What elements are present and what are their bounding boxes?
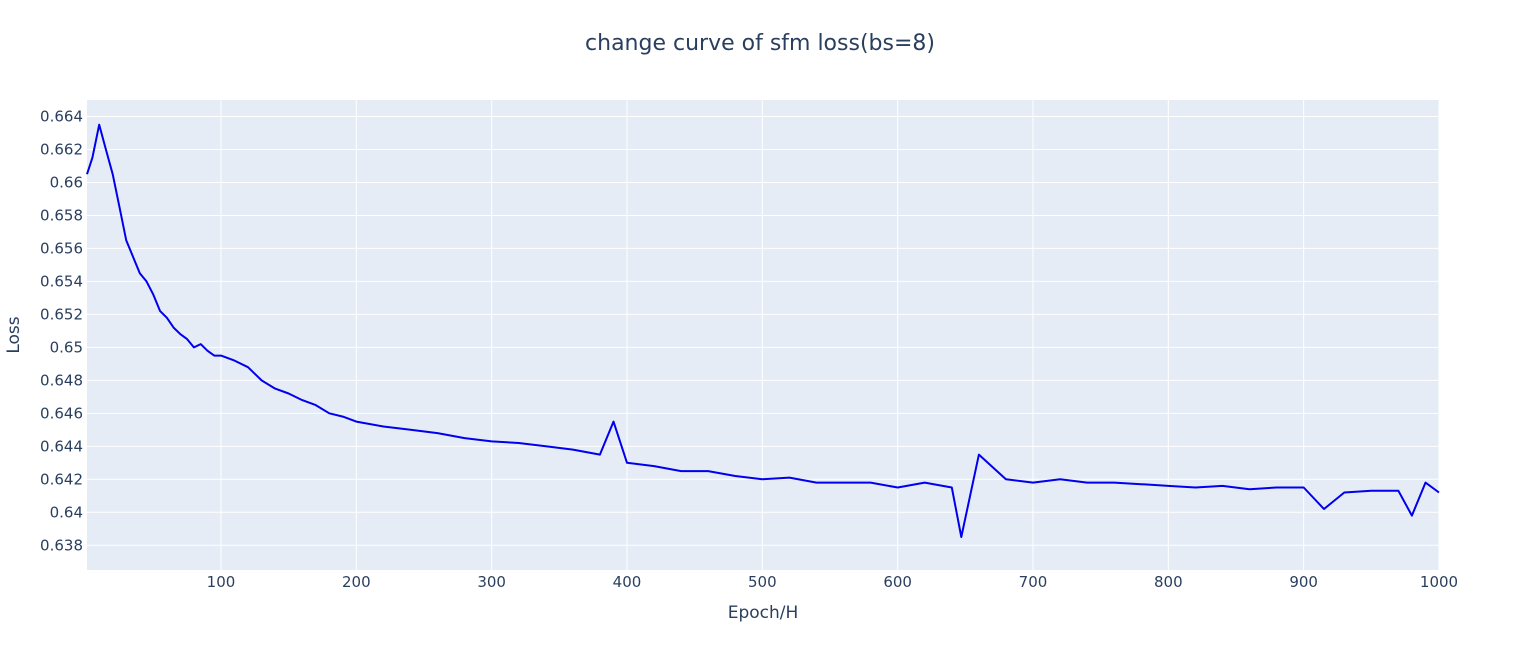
y-tick-label: 0.646 — [40, 404, 83, 422]
x-tick-label: 400 — [613, 573, 642, 591]
x-tick-label: 100 — [207, 573, 236, 591]
y-axis-title: Loss — [4, 316, 24, 353]
x-tick-label: 500 — [748, 573, 777, 591]
y-tick-label: 0.662 — [40, 140, 83, 158]
chart-title: change curve of sfm loss(bs=8) — [585, 31, 935, 56]
y-tick-label: 0.638 — [40, 536, 83, 554]
series-layer — [86, 123, 1440, 538]
x-tick-label: 1000 — [1420, 573, 1458, 591]
y-tick-label: 0.642 — [40, 470, 83, 488]
y-tick-label: 0.656 — [40, 239, 83, 257]
y-tick-label: 0.64 — [50, 503, 83, 521]
y-tick-label: 0.648 — [40, 371, 83, 389]
y-tick-label: 0.644 — [40, 437, 83, 455]
y-tick-label: 0.658 — [40, 206, 83, 224]
x-tick-label: 200 — [342, 573, 371, 591]
x-axis-title: Epoch/H — [728, 603, 799, 623]
plot-area — [87, 100, 1439, 570]
tick-labels: 100 200 300 400 500 600 700 800 900 1000 0.638 0.64… — [40, 107, 1458, 591]
loss-series-line — [86, 123, 1440, 538]
x-tick-label: 300 — [477, 573, 506, 591]
y-tick-label: 0.654 — [40, 272, 83, 290]
y-tick-label: 0.652 — [40, 305, 83, 323]
x-tick-label: 600 — [883, 573, 912, 591]
x-tick-label: 900 — [1289, 573, 1318, 591]
y-tick-label: 0.66 — [50, 173, 83, 191]
x-tick-label: 700 — [1019, 573, 1048, 591]
y-tick-label: 0.664 — [40, 107, 83, 125]
x-tick-label: 800 — [1154, 573, 1183, 591]
y-tick-label: 0.65 — [50, 338, 83, 356]
